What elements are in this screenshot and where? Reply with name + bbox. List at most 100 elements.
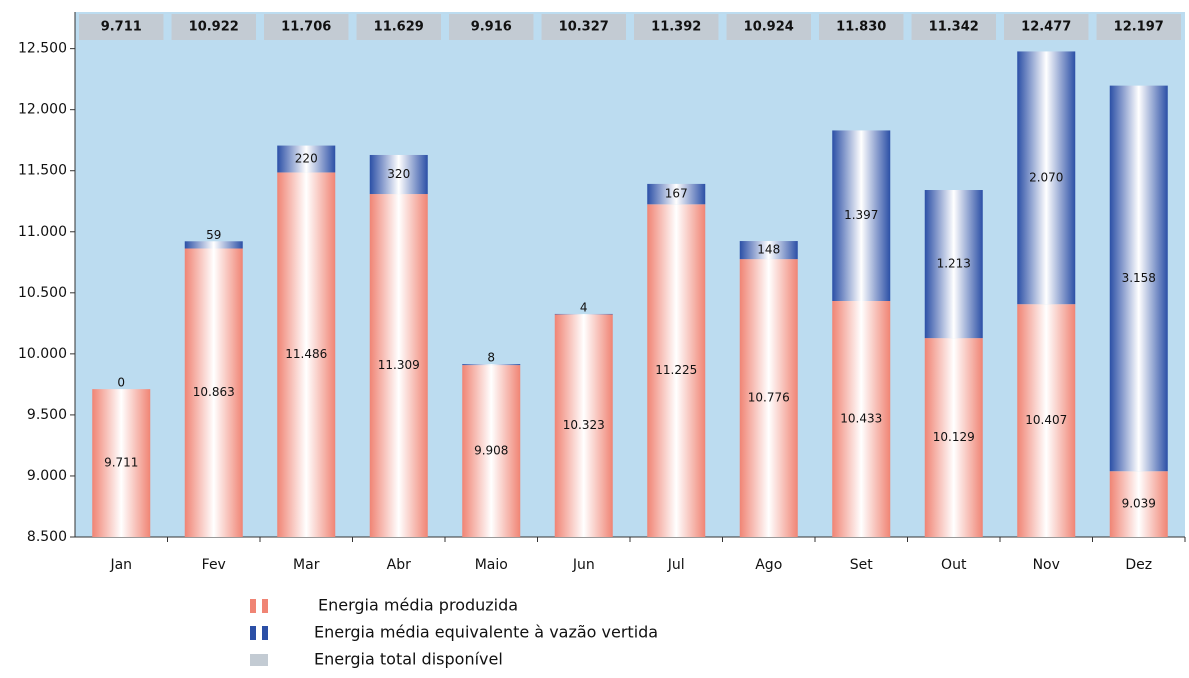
total-cell [541,14,626,40]
legend-label: Energia total disponível [314,650,503,669]
x-tick-label: Set [850,557,874,573]
x-tick-label: Jun [572,557,595,573]
value-label: 220 [295,152,318,166]
total-label: 12.477 [1021,20,1071,35]
total-cell [726,14,811,40]
value-label: 59 [206,228,221,242]
total-cell [634,14,719,40]
total-cell [449,14,534,40]
bar-produced [554,314,613,537]
total-cell [1096,14,1181,40]
bar-produced [832,300,891,537]
total-label: 11.392 [651,20,701,35]
value-label: 11.309 [378,358,420,372]
bar-spilled [184,241,243,249]
legend-swatch [250,599,256,613]
y-tick-label: 11.000 [18,224,67,240]
bar-spilled [924,190,983,339]
value-label: 4 [580,300,588,314]
bar-produced [277,172,336,537]
legend-swatch [262,626,268,640]
x-tick-label: Jan [109,557,132,573]
total-label: 11.629 [374,20,424,35]
bar-spilled [739,241,798,260]
bar-produced [739,259,798,537]
total-label: 12.197 [1114,20,1164,35]
value-label: 11.486 [285,347,327,361]
y-tick-label: 11.500 [18,163,67,179]
total-label: 10.924 [744,20,794,35]
y-tick-label: 12.000 [18,102,67,118]
value-label: 10.433 [840,411,882,425]
bar-spilled [1017,51,1076,305]
value-label: 10.407 [1025,413,1067,427]
value-label: 10.129 [933,430,975,444]
value-label: 167 [665,187,688,201]
total-cell [171,14,256,40]
value-label: 2.070 [1029,170,1063,184]
total-label: 9.916 [471,20,512,35]
total-label: 10.327 [559,20,609,35]
total-cell [356,14,441,40]
value-label: 9.711 [104,456,138,470]
total-label: 11.342 [929,20,979,35]
x-tick-label: Abr [387,557,411,573]
bar-spilled [647,183,706,205]
total-cell [819,14,904,40]
legend-swatch [262,599,268,613]
value-label: 3.158 [1122,271,1156,285]
y-tick-label: 9.500 [27,407,67,423]
legend-swatch [250,654,268,666]
bar-produced [462,365,521,537]
x-tick-label: Maio [475,557,508,573]
total-label: 11.830 [836,20,886,35]
bar-produced [1109,471,1168,537]
y-tick-label: 9.000 [27,468,67,484]
total-label: 9.711 [101,20,142,35]
value-label: 148 [757,243,780,257]
y-tick-label: 8.500 [27,529,67,545]
bar-produced [369,194,428,537]
bar-spilled [462,364,521,366]
x-tick-label: Out [941,557,967,573]
y-tick-label: 12.500 [18,41,67,57]
total-cell [79,14,164,40]
legend-label: Energia média produzida [318,596,518,615]
bar-spilled [832,130,891,301]
legend-swatch [250,626,256,640]
total-label: 11.706 [281,20,331,35]
value-label: 11.225 [655,363,697,377]
bar-produced [184,248,243,537]
x-tick-label: Mar [293,557,320,573]
value-label: 1.397 [844,208,878,222]
value-label: 10.776 [748,391,790,405]
x-tick-label: Fev [202,557,226,573]
value-label: 10.863 [193,385,235,399]
value-label: 0 [117,376,125,390]
bar-produced [1017,304,1076,537]
y-tick-label: 10.000 [18,346,67,362]
y-tick-label: 10.500 [18,285,67,301]
plot-area [75,12,1185,537]
x-tick-label: Dez [1125,557,1152,573]
bar-produced [92,389,151,537]
x-tick-label: Ago [755,557,782,573]
bar-spilled [277,145,336,173]
value-label: 8 [487,351,495,365]
bar-spilled [1109,85,1168,472]
value-label: 320 [387,167,410,181]
bar-spilled [369,154,428,195]
value-label: 9.039 [1122,497,1156,511]
total-label: 10.922 [189,20,239,35]
bar-produced [647,204,706,537]
total-cell [264,14,349,40]
legend-label: Energia média equivalente à vazão vertid… [314,623,658,642]
total-cell [1004,14,1089,40]
x-tick-label: Jul [667,557,685,573]
total-cell [911,14,996,40]
value-label: 9.908 [474,444,508,458]
x-tick-label: Nov [1033,557,1060,573]
bar-produced [924,338,983,537]
value-label: 1.213 [937,257,971,271]
